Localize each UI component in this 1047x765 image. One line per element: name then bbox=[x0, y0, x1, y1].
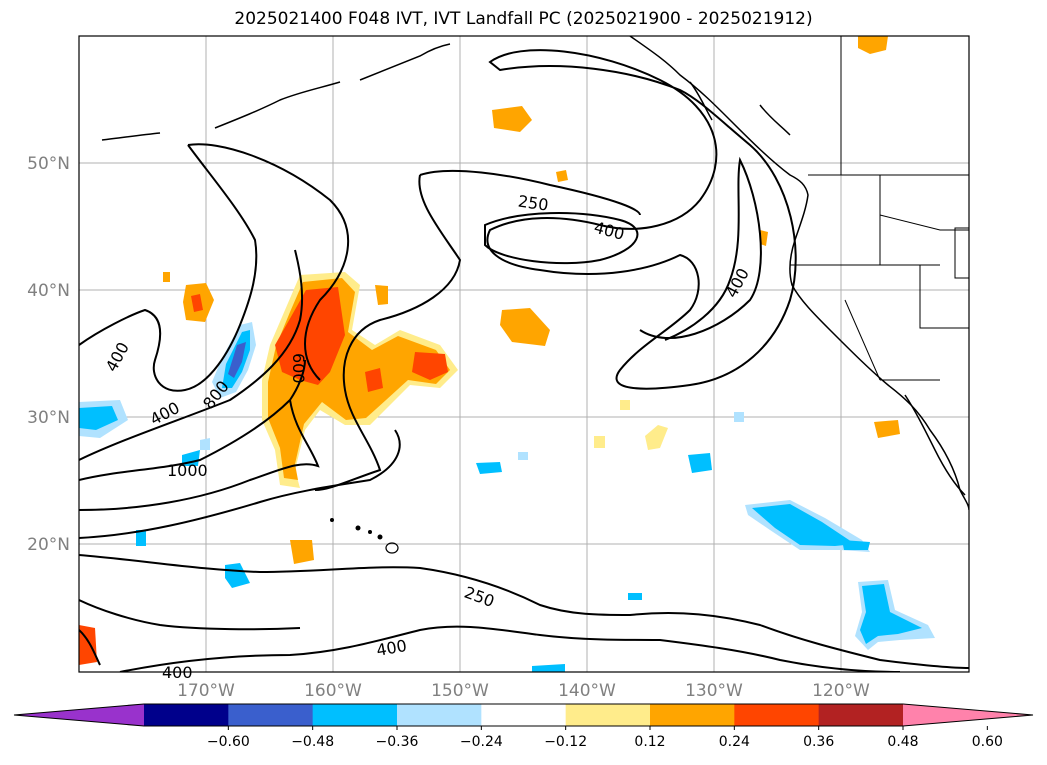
map-plot-area bbox=[79, 36, 969, 672]
lat-label: 50°N bbox=[27, 154, 70, 174]
hawaii-islands bbox=[330, 518, 399, 554]
colorbar-tick-label: −0.60 bbox=[207, 734, 250, 750]
contour-label: 1000 bbox=[167, 461, 208, 480]
lon-label: 150°W bbox=[431, 681, 489, 701]
colorbar-tick-label: 0.48 bbox=[887, 734, 918, 750]
colorbar: −0.60 −0.48 −0.36 −0.24 −0.12 0.12 0.24 0.36 0.4… bbox=[13, 703, 1034, 750]
colorbar-segment bbox=[734, 704, 820, 726]
lon-label: 130°W bbox=[685, 681, 743, 701]
colorbar-extend-high bbox=[903, 704, 1033, 726]
colorbar-tick-label: 0.12 bbox=[634, 734, 665, 750]
lon-label: 140°W bbox=[558, 681, 616, 701]
coastline-lines bbox=[101, 36, 969, 511]
state-border-lines bbox=[790, 36, 969, 381]
lon-label: 170°W bbox=[177, 681, 235, 701]
colorbar-segment bbox=[144, 704, 229, 726]
contour-label: 400 bbox=[162, 663, 193, 682]
colorbar-tick-label: −0.24 bbox=[460, 734, 503, 750]
map-frame bbox=[78, 35, 970, 673]
colorbar-segment bbox=[565, 704, 651, 726]
colorbar-segment bbox=[312, 704, 398, 726]
contour-labels: 250 400 400 400 400 800 600 1000 250 400… bbox=[102, 192, 753, 682]
colorbar-tick-label: −0.12 bbox=[544, 734, 587, 750]
lon-label: 120°W bbox=[812, 681, 870, 701]
colorbar-tick-label: −0.48 bbox=[291, 734, 334, 750]
longitude-labels: 170°W 160°W 150°W 140°W 130°W 120°W bbox=[177, 681, 870, 701]
colorbar-tick-label: 0.36 bbox=[803, 734, 834, 750]
colorbar-segment bbox=[481, 704, 567, 726]
colorbar-segment bbox=[818, 704, 904, 726]
lat-label: 40°N bbox=[27, 281, 70, 301]
colorbar-segment bbox=[228, 704, 314, 726]
lat-label: 30°N bbox=[27, 408, 70, 428]
colorbar-outline bbox=[13, 703, 1034, 727]
colorbar-tick-label: −0.36 bbox=[376, 734, 419, 750]
lat-label: 20°N bbox=[27, 535, 70, 555]
colorbar-extend-low bbox=[14, 704, 144, 726]
map-title: 2025021400 F048 IVT, IVT Landfall PC (20… bbox=[234, 9, 813, 29]
negative-pc-regions bbox=[79, 322, 935, 672]
latitude-labels: 50°N 40°N 30°N 20°N bbox=[27, 154, 70, 555]
colorbar-tick-label: 0.60 bbox=[972, 734, 1003, 750]
positive-pc-regions bbox=[79, 36, 900, 665]
colorbar-segment bbox=[650, 704, 735, 726]
contour-label: 600 bbox=[289, 353, 308, 384]
colorbar-segment bbox=[397, 704, 482, 726]
lon-label: 160°W bbox=[304, 681, 362, 701]
contour-label: 250 bbox=[517, 192, 550, 215]
ivt-contours bbox=[79, 49, 969, 672]
colorbar-tick-label: 0.24 bbox=[719, 734, 750, 750]
